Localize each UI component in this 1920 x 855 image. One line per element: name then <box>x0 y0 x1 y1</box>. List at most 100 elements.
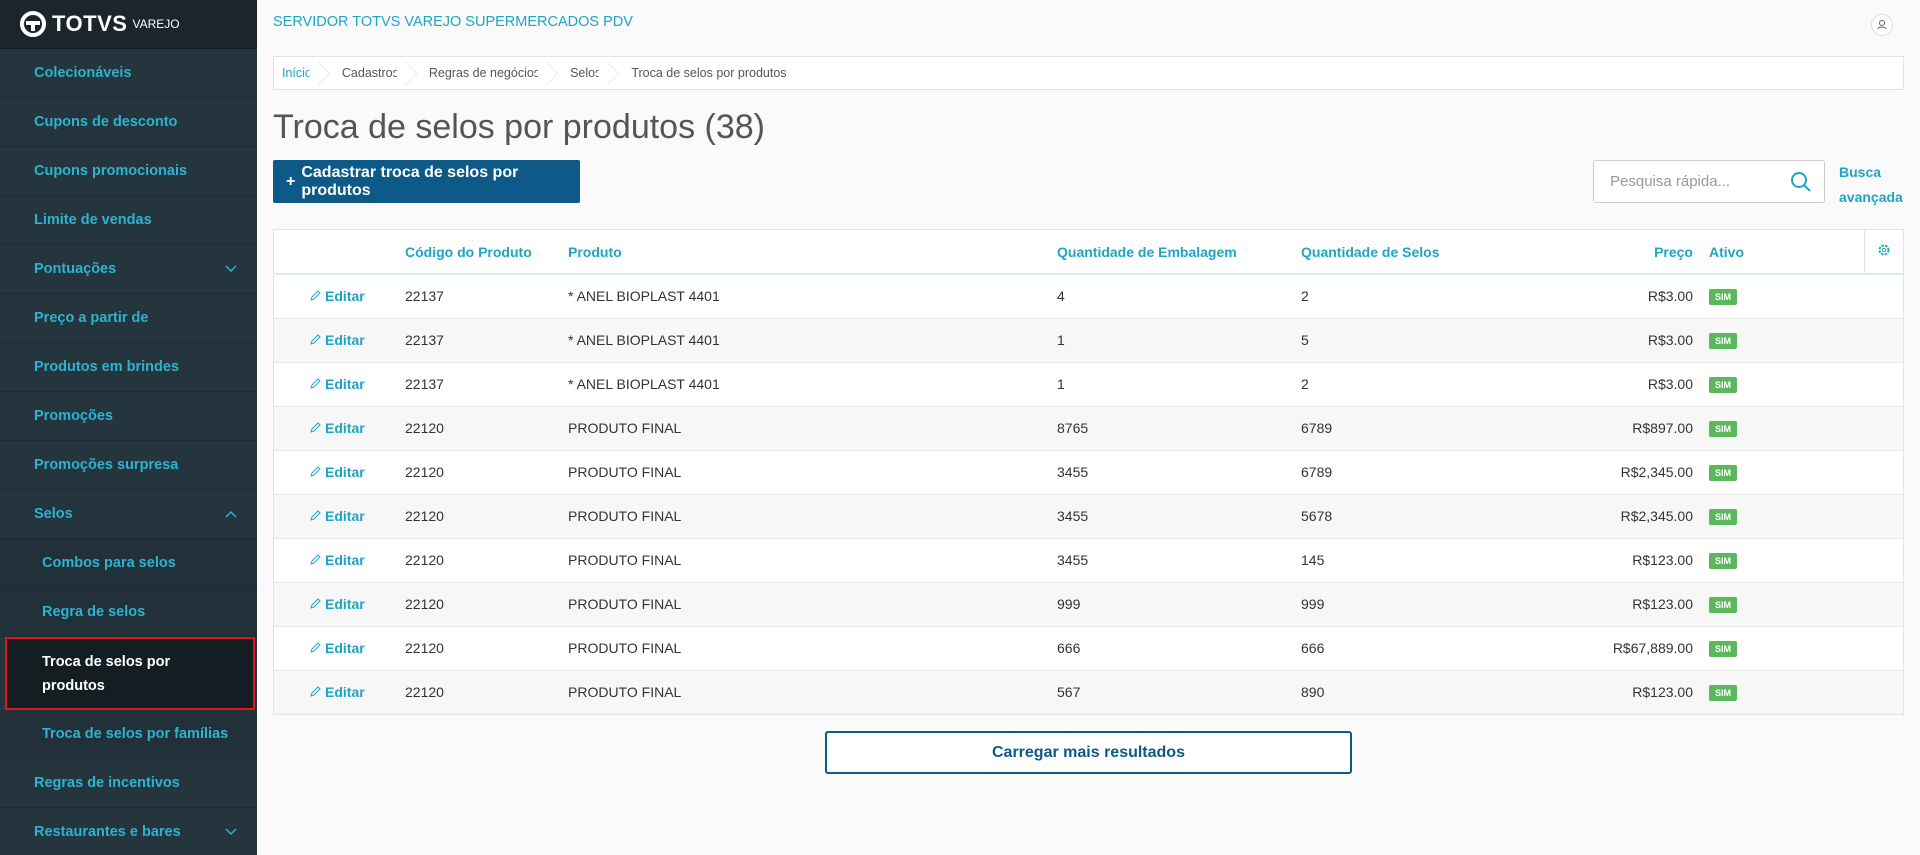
product-cell: PRODUTO FINAL <box>568 625 1057 670</box>
menu-item[interactable]: Cupons promocionais <box>0 147 257 196</box>
add-button-label: Cadastrar troca de selos por produtos <box>301 163 519 199</box>
empty-cell <box>1864 273 1903 318</box>
price-cell: R$2,345.00 <box>1574 493 1701 538</box>
menu-item[interactable]: Cupons de desconto <box>0 98 257 147</box>
edit-link[interactable]: Editar <box>325 420 365 436</box>
header-cell[interactable]: Quantidade de Embalagem <box>1057 230 1301 275</box>
edit-link[interactable]: Editar <box>325 376 365 392</box>
empty-cell <box>1864 581 1903 626</box>
settings-icon[interactable] <box>1877 243 1891 257</box>
active-cell: SIM <box>1701 537 1864 582</box>
table-row: Editar 22120 PRODUTO FINAL 666 666 R$67,889.0… <box>274 625 1903 670</box>
menu-item-label: Cupons de desconto <box>34 114 178 130</box>
menu-item[interactable]: Regras de incentivos <box>0 759 257 808</box>
code-cell: 22120 <box>405 581 568 626</box>
active-badge: SIM <box>1709 553 1738 569</box>
code-cell: 22120 <box>405 669 568 714</box>
menu-item-label: Pontuações <box>34 261 117 277</box>
menu-item[interactable]: Regra de selos <box>0 588 257 637</box>
load-more-button[interactable]: Carregar mais resultados <box>825 731 1352 774</box>
logo-icon <box>20 11 46 37</box>
price-cell: R$123.00 <box>1574 581 1701 626</box>
breadcrumb-item[interactable]: Início <box>274 57 324 89</box>
table-row: Editar 22120 PRODUTO FINAL 3455 145 R$123.00 S… <box>274 537 1903 582</box>
edit-icon <box>310 554 321 565</box>
chevron-icon <box>225 265 237 273</box>
menu-item[interactable]: Selos <box>0 490 257 539</box>
header-row: Código do Produto Produto Quantidade de Em… <box>274 230 1903 275</box>
menu: Colecionáveis Cupons de desconto Cupons pr… <box>0 49 257 855</box>
breadcrumb-item[interactable]: Cadastros <box>324 57 411 89</box>
breadcrumb-item[interactable]: Troca de selos por produtos <box>631 66 787 80</box>
edit-icon <box>310 686 321 698</box>
menu-item[interactable]: Troca de selos por famílias <box>0 710 257 759</box>
edit-cell: Editar <box>274 273 405 318</box>
pack-qty-cell: 1 <box>1057 317 1301 362</box>
menu-item[interactable]: Preço a partir de <box>0 294 257 343</box>
active-cell: SIM <box>1701 405 1864 450</box>
pack-qty-cell: 3455 <box>1057 493 1301 538</box>
add-button[interactable]: + Cadastrar troca de selos por produtos <box>273 160 580 203</box>
table-row: Editar 22137 * ANEL BIOPLAST 4401 1 2 R$3.00 S… <box>274 361 1903 406</box>
menu-item[interactable]: Restaurantes e bares <box>0 808 257 855</box>
menu-item[interactable]: Promoções <box>0 392 257 441</box>
empty-cell <box>1864 625 1903 670</box>
edit-link[interactable]: Editar <box>325 684 365 701</box>
menu-item[interactable]: Produtos em brindes <box>0 343 257 392</box>
edit-icon <box>310 642 321 653</box>
code-cell: 22120 <box>405 625 568 670</box>
header-cell[interactable]: Preço <box>1574 230 1701 275</box>
menu-item-label: Preço a partir de <box>34 310 149 326</box>
header-cell[interactable]: Ativo <box>1701 230 1864 275</box>
chevron-icon <box>225 828 237 836</box>
price-cell: R$123.00 <box>1574 537 1701 582</box>
menu-item[interactable]: Combos para selos <box>0 539 257 588</box>
menu-item[interactable]: Limite de vendas <box>0 196 257 245</box>
edit-link[interactable]: Editar <box>325 596 365 612</box>
active-cell: SIM <box>1701 449 1864 494</box>
main: SERVIDOR TOTVS VAREJO SUPERMERCADOS PDV … <box>257 0 1920 855</box>
edit-link[interactable]: Editar <box>325 508 365 524</box>
active-cell: SIM <box>1701 317 1864 362</box>
sidebar: TOTVS VAREJO Colecionáveis Cupons de desc… <box>0 0 257 855</box>
code-cell: 22120 <box>405 449 568 494</box>
breadcrumb-item[interactable]: Regras de negócios <box>411 57 552 89</box>
menu-item[interactable]: Pontuações <box>0 245 257 294</box>
edit-link[interactable]: Editar <box>325 552 365 568</box>
menu-item-label: Regras de incentivos <box>34 775 180 791</box>
empty-cell <box>1864 493 1903 538</box>
menu-item[interactable]: Promoções surpresa <box>0 441 257 490</box>
table: Código do Produto Produto Quantidade de Em… <box>274 230 1903 714</box>
logo[interactable]: TOTVS VAREJO <box>0 0 257 49</box>
logo-text: TOTVS <box>52 11 128 36</box>
header-cell[interactable]: Produto <box>568 230 1057 275</box>
active-badge: SIM <box>1709 377 1738 393</box>
user-button[interactable] <box>1871 14 1893 36</box>
menu-item[interactable]: Troca de selos por produtos <box>5 637 255 710</box>
menu-item[interactable]: Colecionáveis <box>0 49 257 98</box>
advanced-search-link[interactable]: Busca avançada <box>1839 164 1903 205</box>
edit-cell: Editar <box>274 449 405 494</box>
active-cell: SIM <box>1701 669 1864 714</box>
logo-subtext: VAREJO <box>132 17 180 31</box>
table-row: Editar 22137 * ANEL BIOPLAST 4401 4 2 R$3.00 S… <box>274 273 1903 318</box>
edit-link[interactable]: Editar <box>325 464 365 480</box>
menu-item-label: Promoções <box>34 408 113 424</box>
active-cell: SIM <box>1701 625 1864 670</box>
menu-item-label: Combos para selos <box>42 555 176 571</box>
pack-qty-cell: 999 <box>1057 581 1301 626</box>
table-row: Editar 22120 PRODUTO FINAL 3455 5678 R$2,345.… <box>274 493 1903 538</box>
edit-link[interactable]: Editar <box>325 288 365 305</box>
edit-link[interactable]: Editar <box>325 640 365 656</box>
product-cell: * ANEL BIOPLAST 4401 <box>568 317 1057 362</box>
edit-icon <box>310 422 321 433</box>
stamp-qty-cell: 5 <box>1301 317 1574 362</box>
edit-link[interactable]: Editar <box>325 332 365 348</box>
search-input[interactable]: Pesquisa rápida... <box>1593 160 1825 203</box>
header-cell[interactable]: Código do Produto <box>405 230 568 275</box>
breadcrumb-item[interactable]: Selos <box>552 57 613 89</box>
header-cell[interactable]: Quantidade de Selos <box>1301 230 1574 275</box>
pack-qty-cell: 567 <box>1057 669 1301 714</box>
price-cell: R$897.00 <box>1574 405 1701 450</box>
code-cell: 22120 <box>405 405 568 450</box>
